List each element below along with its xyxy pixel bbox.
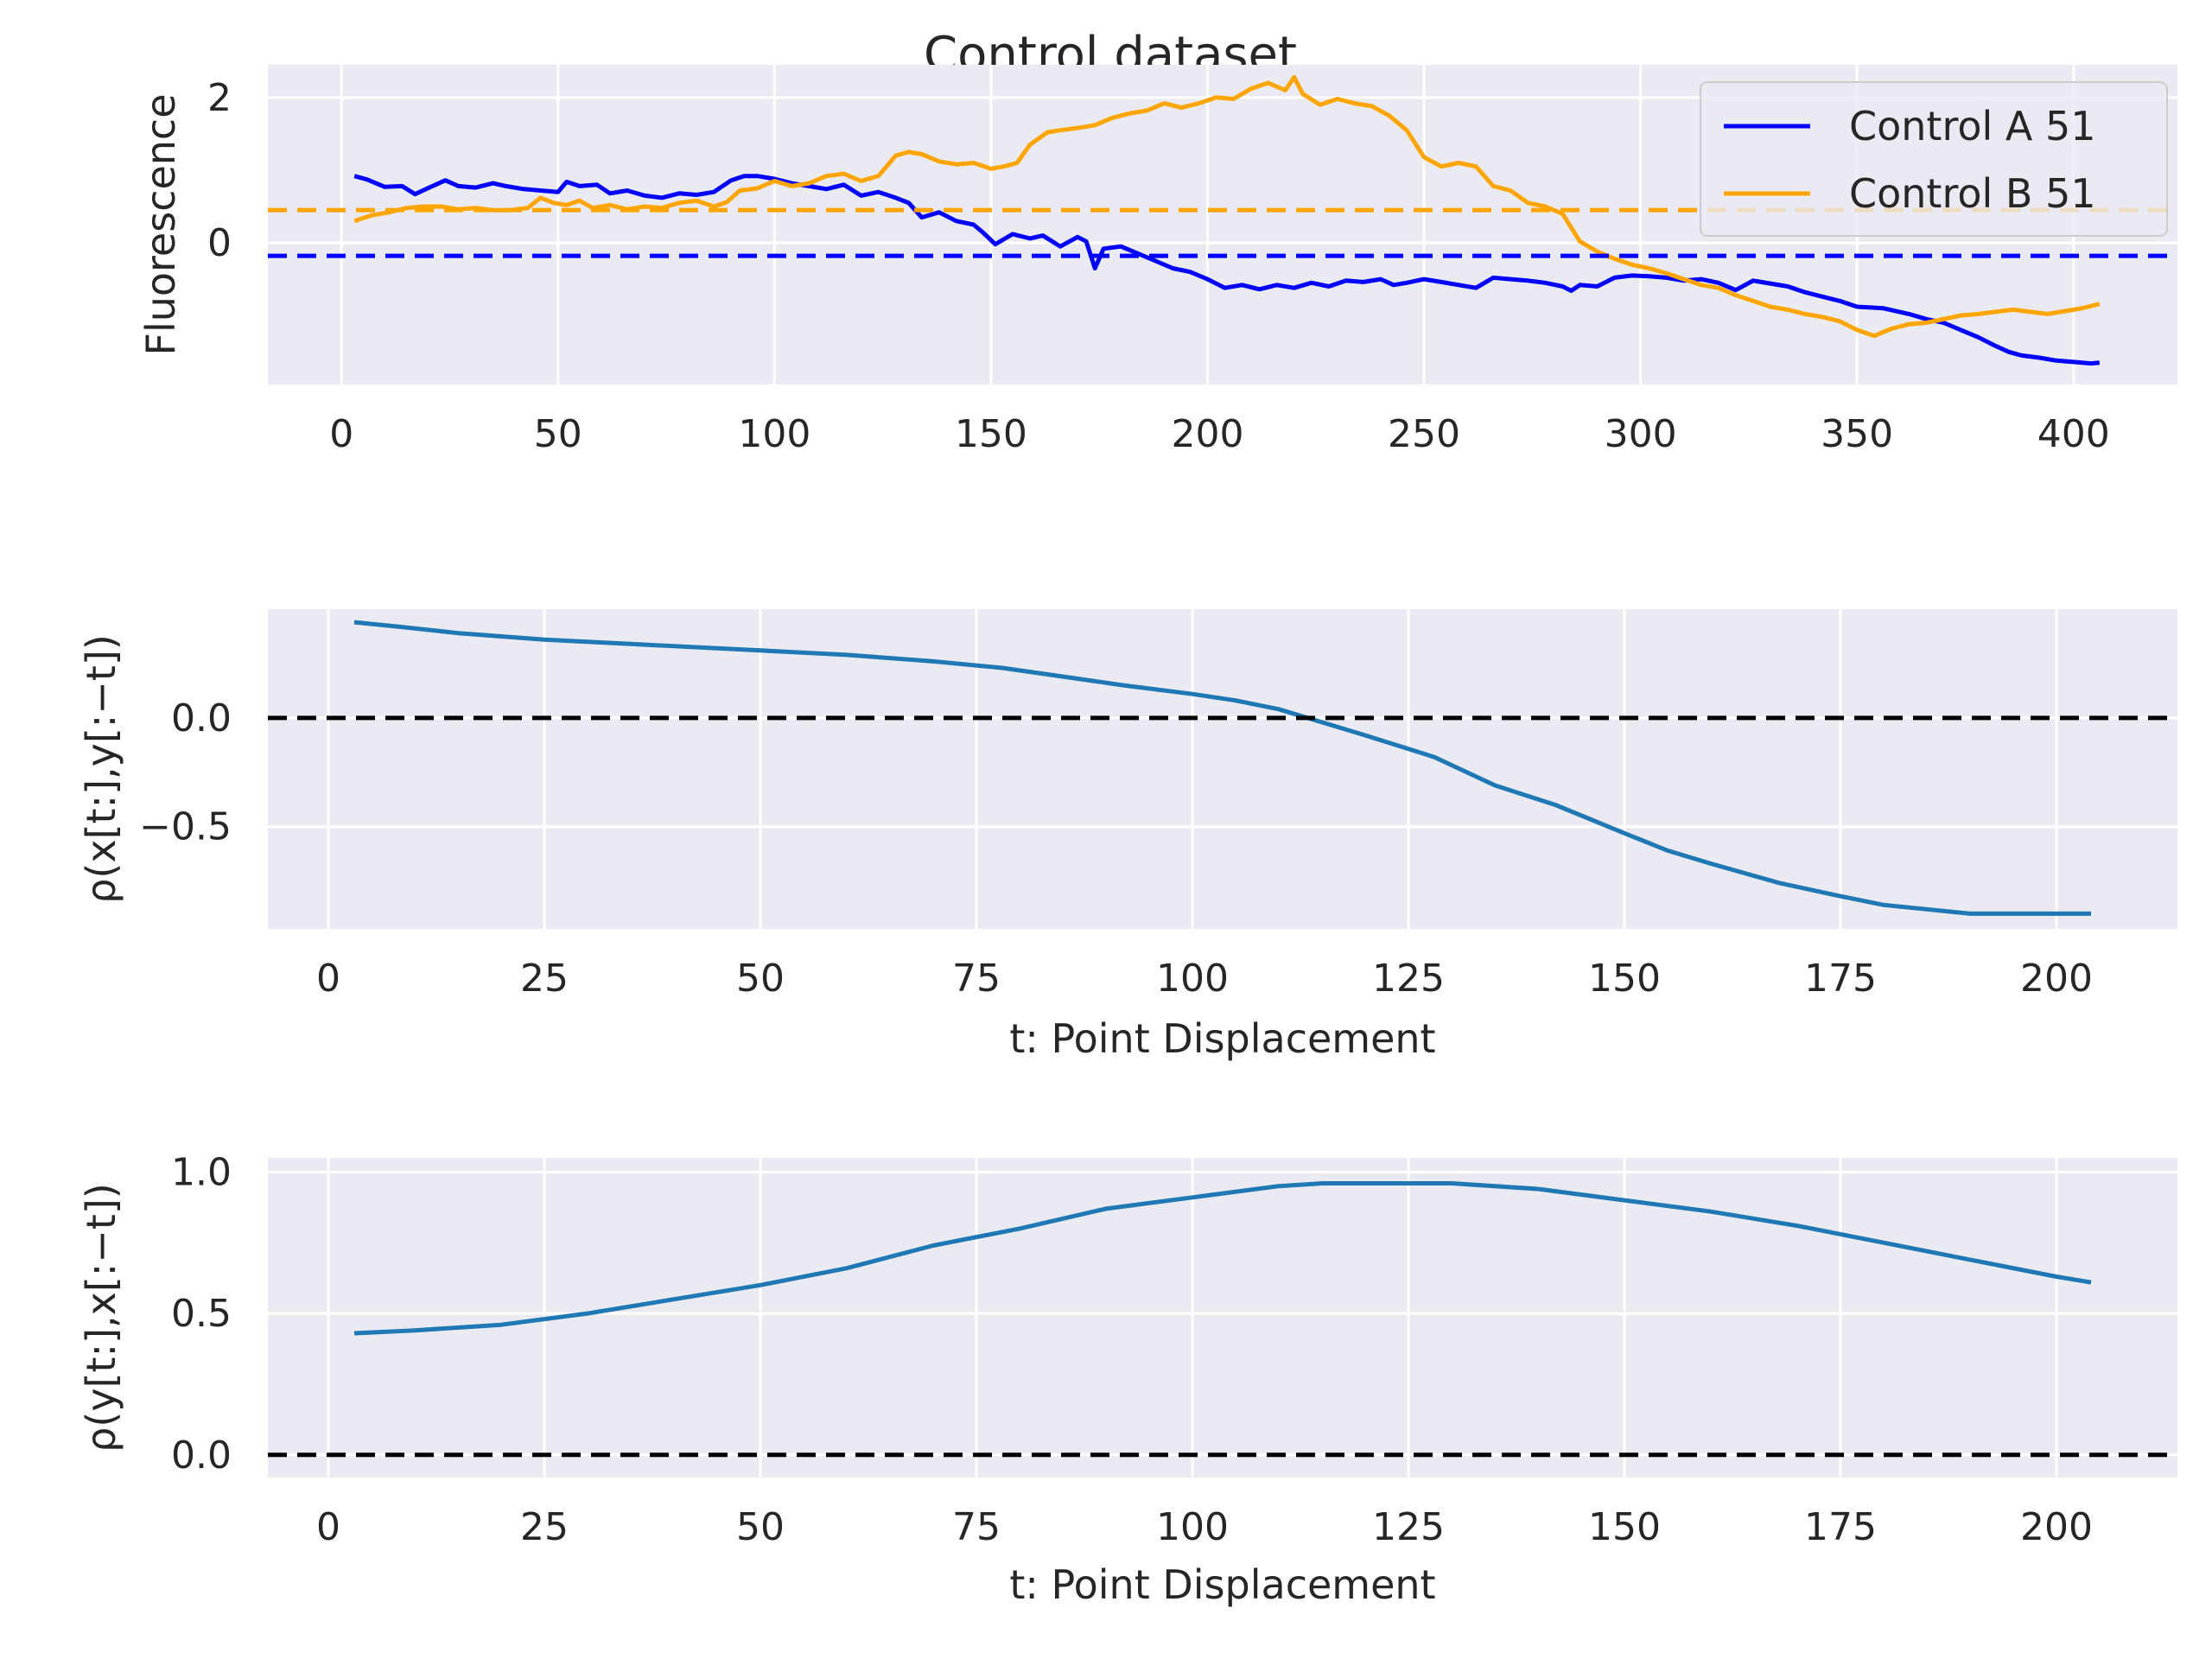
plot-area [268, 609, 2177, 929]
x-tick-label: 300 [1605, 412, 1677, 456]
series-line-1 [353, 620, 2091, 916]
x-tick-label: 25 [520, 1505, 569, 1549]
y-tick-label: −0.5 [139, 805, 232, 849]
y-tick-label: 0.0 [171, 1433, 232, 1478]
x-tick-label: 125 [1372, 1505, 1445, 1549]
y-axis-label: ρ(y[t:],x[:−t]) [78, 1183, 124, 1452]
x-tick-label: 350 [1821, 412, 1893, 456]
x-tick-label: 175 [1804, 957, 1877, 1001]
x-tick-label: 50 [736, 957, 785, 1001]
x-tick-label: 175 [1804, 1505, 1877, 1549]
x-tick-label: 100 [738, 412, 810, 456]
x-tick-label: 0 [316, 1505, 340, 1549]
x-tick-label: 200 [1171, 412, 1243, 456]
subplot-3: 0 25 50 75 100 125 150 175 200 0.0 0.5 1.0 ρ(y[t:],x… [78, 1150, 2177, 1608]
x-axis-label: t: Point Displacement [1009, 1015, 1435, 1062]
x-axis-label: t: Point Displacement [1009, 1561, 1435, 1608]
y-tick-label: 0.5 [171, 1292, 232, 1336]
legend-label: Control B 51 [1849, 170, 2096, 217]
x-tick-label: 0 [329, 412, 353, 456]
x-tick-label: 400 [2037, 412, 2110, 456]
x-tick-label: 75 [952, 957, 1001, 1001]
x-tick-label: 250 [1388, 412, 1460, 456]
y-axis-label: ρ(x[t:],y[:−t]) [78, 634, 124, 904]
x-tick-label: 75 [952, 1505, 1001, 1549]
x-tick-label: 200 [2020, 957, 2093, 1001]
x-tick-label: 150 [955, 412, 1027, 456]
x-tick-label: 100 [1156, 957, 1229, 1001]
x-tick-label: 100 [1156, 1505, 1229, 1549]
series-line-2 [353, 74, 2101, 339]
x-tick-label: 150 [1588, 1505, 1661, 1549]
plot-area [268, 1158, 2177, 1478]
x-tick-label: 125 [1372, 957, 1445, 1001]
x-tick-label: 150 [1588, 957, 1661, 1001]
subplot-1: 0 50 100 150 200 250 300 350 400 0 2 Fluorescence Co… [137, 65, 2177, 456]
series-line-1 [353, 174, 2100, 366]
x-tick-label: 50 [736, 1505, 785, 1549]
legend-label: Control A 51 [1849, 103, 2096, 149]
legend: Control A 51 Control B 51 [1700, 81, 2168, 237]
y-axis-label: Fluorescence [137, 93, 184, 355]
y-tick-label: 2 [207, 76, 232, 120]
series-line-1 [353, 1181, 2092, 1336]
x-tick-label: 50 [534, 412, 582, 456]
subplot-2: 0 25 50 75 100 125 150 175 200 0.0 −0.5 ρ(x[t:],y[:… [78, 609, 2177, 1062]
y-tick-label: 0 [207, 221, 232, 265]
x-tick-label: 0 [316, 957, 340, 1001]
legend-box [1700, 81, 2168, 237]
x-tick-label: 25 [520, 957, 569, 1001]
y-tick-label: 1.0 [171, 1150, 232, 1194]
y-tick-label: 0.0 [171, 696, 232, 741]
x-tick-label: 200 [2020, 1505, 2093, 1549]
